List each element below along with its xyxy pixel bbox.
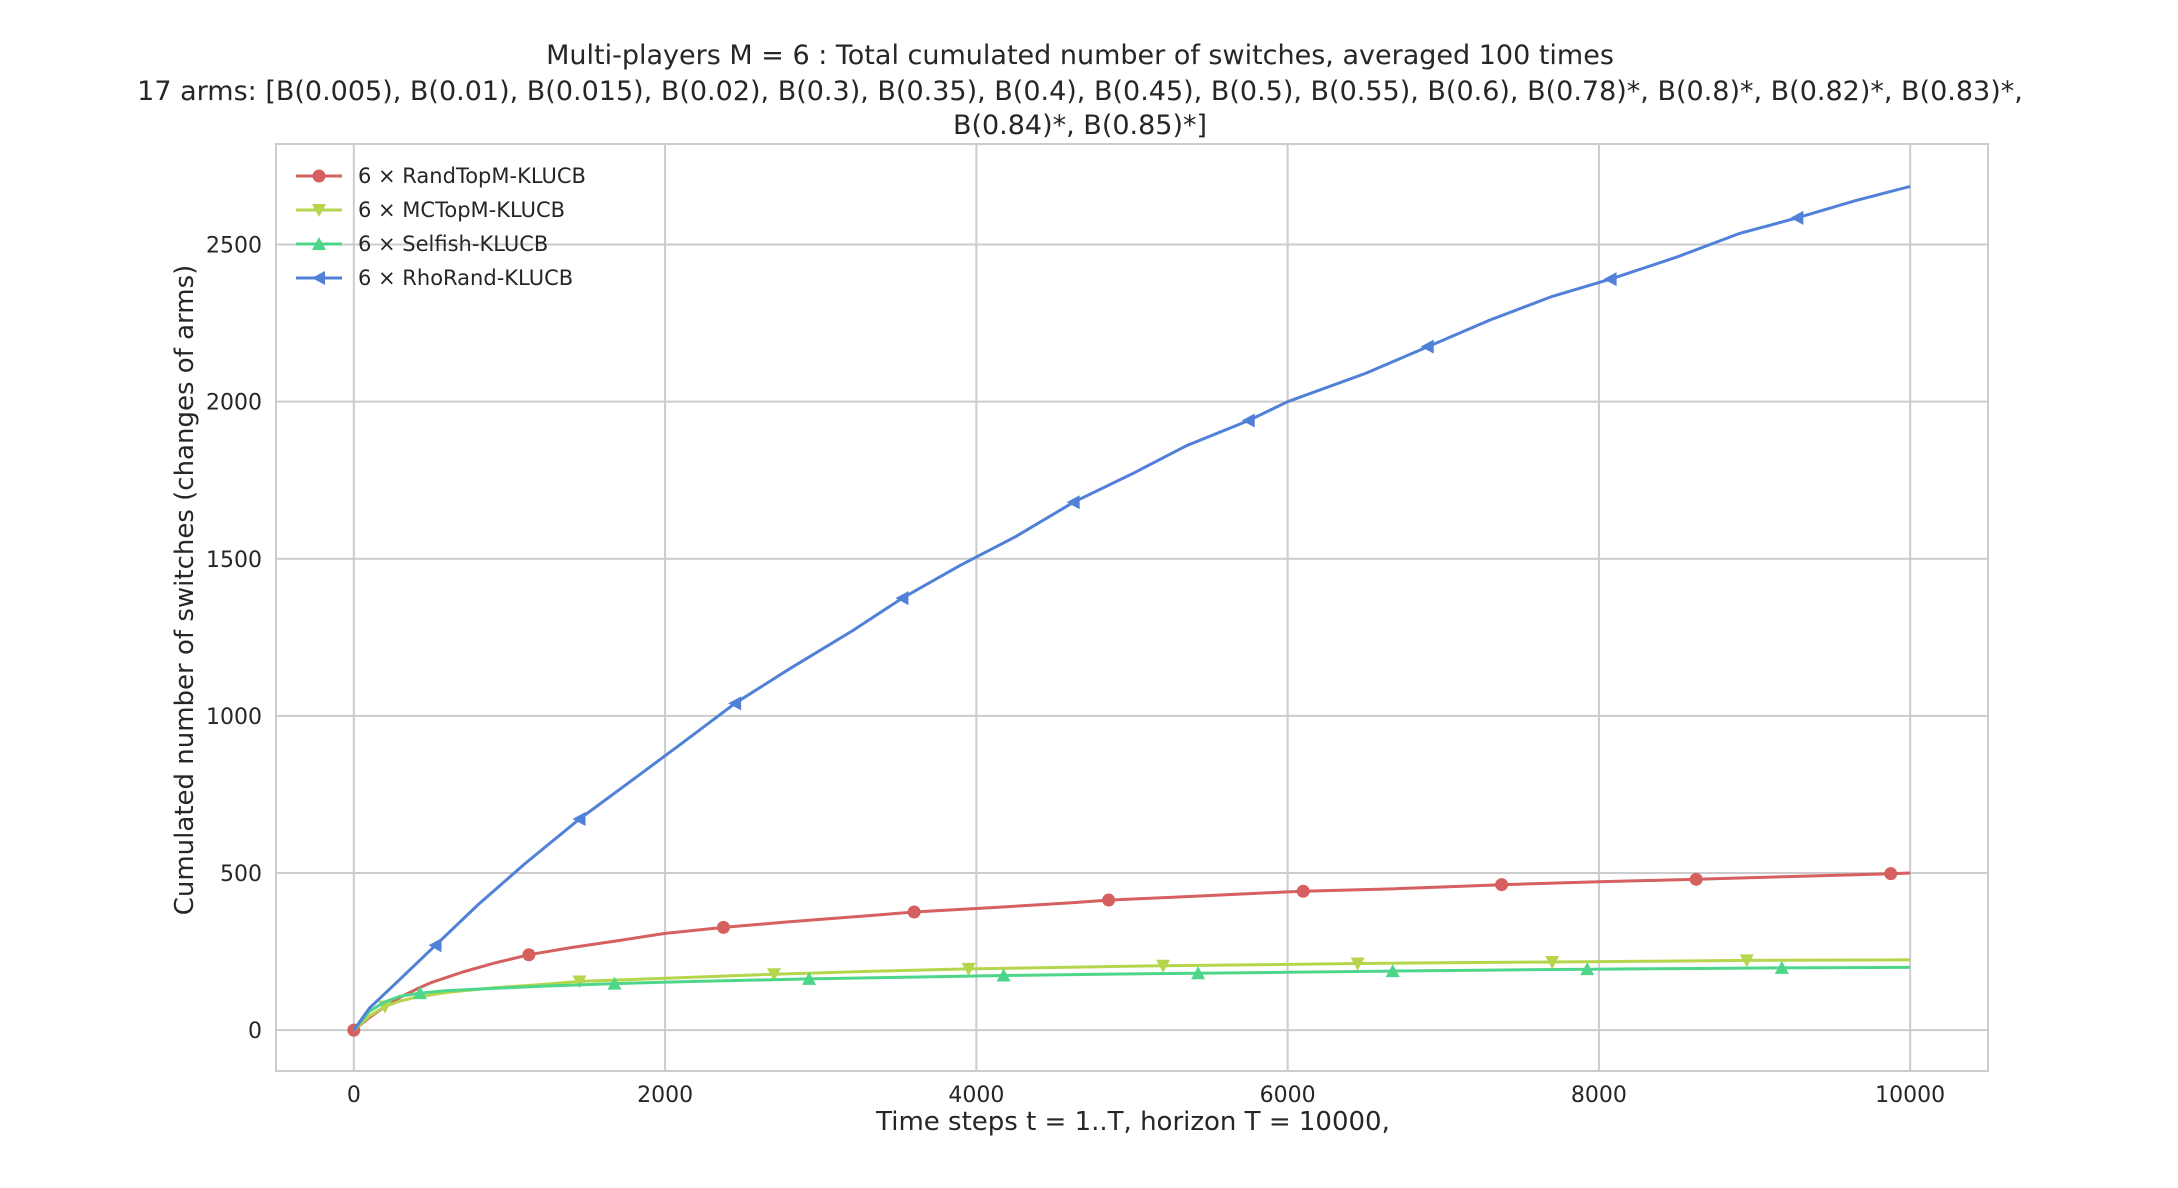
data-point-marker (1774, 960, 1789, 974)
data-point-marker (1739, 954, 1754, 968)
x-axis-label: Time steps t = 1..T, horizon T = 10000, (875, 1107, 1390, 1137)
chart-subtitle-line-1: 17 arms: [B(0.005), B(0.01), B(0.015), B… (137, 76, 2023, 107)
data-point-marker (572, 975, 587, 989)
data-point-marker (1790, 210, 1804, 225)
series-0 (347, 867, 1911, 1037)
x-tick-label: 4000 (948, 1083, 1004, 1108)
y-tick-label: 1500 (206, 548, 262, 573)
data-point-marker (1385, 964, 1400, 978)
series-3 (352, 184, 1911, 1031)
data-point-marker (1495, 878, 1509, 892)
x-tick-label: 6000 (1260, 1083, 1316, 1108)
legend-marker (312, 204, 326, 217)
data-point-marker (1156, 959, 1171, 973)
x-tick-label: 8000 (1571, 1083, 1627, 1108)
series-line (352, 958, 1911, 1032)
data-point-marker (996, 968, 1011, 982)
data-point-marker (1603, 272, 1617, 287)
data-point-marker (522, 948, 536, 962)
legend-entry: 6 × RhoRand-KLUCB (296, 266, 573, 290)
legend-entry: 6 × MCTopM-KLUCB (296, 198, 565, 222)
data-point-marker (802, 971, 817, 985)
data-point-marker (1241, 413, 1255, 428)
y-tick-label: 500 (220, 862, 262, 887)
series-line (352, 871, 1911, 1032)
data-point-marker (716, 920, 730, 934)
data-point-marker (428, 938, 442, 953)
plot-area (275, 143, 1989, 1072)
y-axis-ticks: 0 500 1000 1500 2000 2500 (206, 234, 262, 1045)
legend-entry: 6 × Selfish-KLUCB (296, 232, 548, 256)
data-point-marker (1102, 893, 1116, 907)
data-point-marker (1689, 872, 1703, 886)
series-line (352, 965, 1911, 1032)
chart-title-block: Multi-players M = 6 : Total cumulated nu… (137, 40, 2023, 141)
data-point-marker (907, 905, 921, 919)
data-point-marker (572, 811, 586, 826)
data-point-marker (412, 986, 427, 1000)
legend-marker (312, 169, 326, 183)
legend-entry: 6 × RandTopM-KLUCB (296, 164, 586, 188)
data-point-marker (1545, 955, 1560, 969)
data-point-marker (961, 962, 976, 976)
x-tick-label: 0 (347, 1083, 361, 1108)
data-point-marker (728, 696, 742, 711)
y-tick-label: 2000 (206, 391, 262, 416)
legend-marker (312, 271, 325, 285)
data-point-marker (1066, 495, 1080, 510)
x-tick-label: 2000 (637, 1083, 693, 1108)
data-point-marker (607, 976, 622, 990)
data-point-marker (1420, 339, 1434, 354)
chart-title: Multi-players M = 6 : Total cumulated nu… (546, 40, 1614, 71)
series-1 (352, 954, 1911, 1032)
data-point-marker (767, 968, 782, 982)
series-layer (347, 184, 1911, 1037)
x-tick-label: 10000 (1875, 1083, 1945, 1108)
data-point-marker (1350, 957, 1365, 971)
legend-label: 6 × Selfish-KLUCB (358, 232, 548, 256)
y-tick-label: 1000 (206, 705, 262, 730)
series-line (352, 184, 1911, 1031)
y-axis-label: Cumulated number of switches (changes of… (170, 265, 200, 916)
grid-lines (276, 144, 1988, 1071)
data-point-marker (1884, 867, 1898, 881)
data-point-marker (1296, 884, 1310, 898)
data-point-marker (1580, 962, 1595, 976)
y-tick-label: 2500 (206, 234, 262, 259)
legend: 6 × RandTopM-KLUCB 6 × MCTopM-KLUCB 6 × Se… (296, 164, 586, 290)
x-axis-ticks: 0 2000 4000 6000 8000 10000 (347, 1083, 1945, 1108)
y-tick-label: 0 (248, 1019, 262, 1044)
data-point-marker (1191, 966, 1206, 980)
legend-label: 6 × MCTopM-KLUCB (358, 198, 565, 222)
series-2 (352, 960, 1911, 1032)
legend-label: 6 × RandTopM-KLUCB (358, 164, 586, 188)
plot-frame (275, 143, 1989, 1072)
legend-marker (312, 237, 326, 250)
data-point-marker (895, 591, 909, 606)
chart-subtitle-line-2: B(0.84)*, B(0.85)*] (953, 110, 1207, 141)
legend-label: 6 × RhoRand-KLUCB (358, 266, 573, 290)
